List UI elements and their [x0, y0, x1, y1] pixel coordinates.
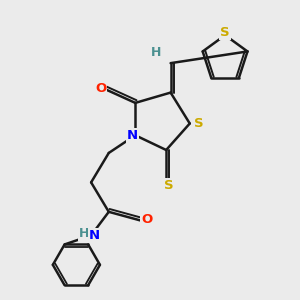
- Text: S: S: [194, 117, 203, 130]
- Text: H: H: [151, 46, 161, 59]
- Text: N: N: [127, 129, 138, 142]
- Text: S: S: [220, 26, 230, 39]
- Text: S: S: [164, 179, 174, 192]
- Text: H: H: [79, 227, 89, 240]
- Text: N: N: [89, 229, 100, 242]
- Text: O: O: [141, 213, 153, 226]
- Text: O: O: [95, 82, 106, 95]
